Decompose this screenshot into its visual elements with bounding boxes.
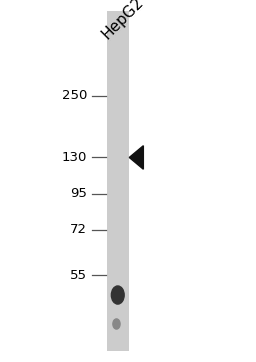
Circle shape bbox=[111, 286, 124, 304]
Polygon shape bbox=[129, 146, 143, 169]
Text: 55: 55 bbox=[70, 269, 87, 282]
Circle shape bbox=[113, 319, 120, 329]
Text: 72: 72 bbox=[70, 223, 87, 236]
Text: 95: 95 bbox=[70, 187, 87, 200]
Text: 250: 250 bbox=[62, 89, 87, 102]
Text: HepG2: HepG2 bbox=[99, 0, 147, 42]
Text: 130: 130 bbox=[62, 151, 87, 164]
Bar bbox=[107, 11, 129, 351]
